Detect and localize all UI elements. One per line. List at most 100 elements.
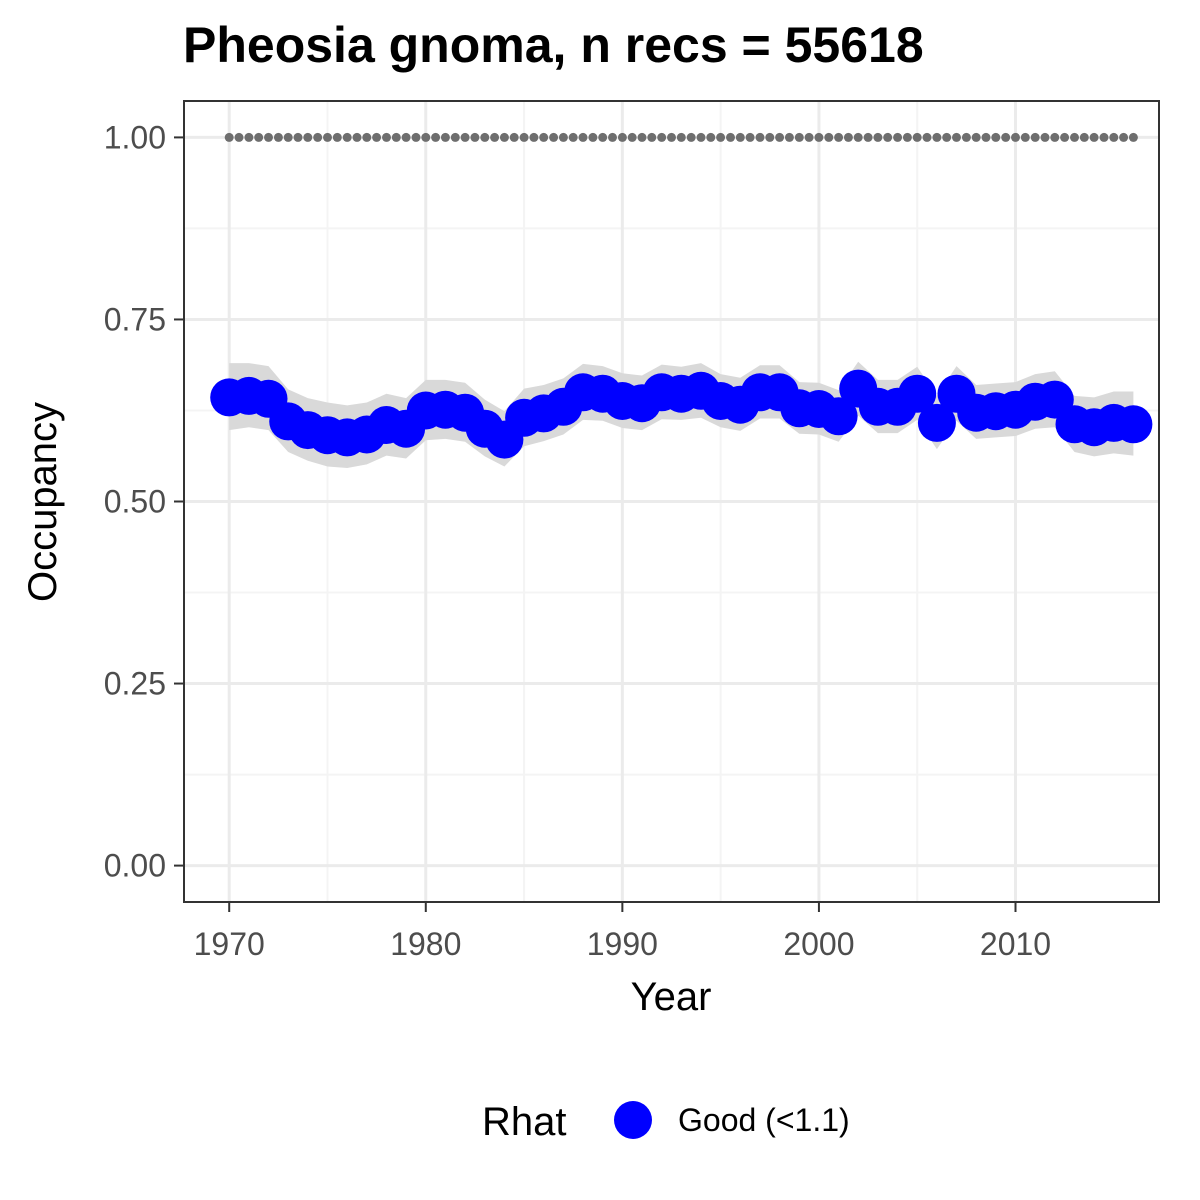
- x-tick-label: 1980: [390, 926, 461, 962]
- dotted-line-dot: [598, 132, 608, 142]
- dotted-line-dot: [234, 132, 244, 142]
- dotted-line-dot: [794, 132, 804, 142]
- dotted-line-dot: [706, 132, 716, 142]
- dotted-line-dot: [509, 132, 519, 142]
- dotted-line-dot: [952, 132, 961, 142]
- dotted-line-dot: [765, 132, 775, 142]
- dotted-line-dot: [912, 132, 922, 142]
- dotted-line-dot: [902, 132, 912, 142]
- dotted-line-dot: [755, 132, 765, 142]
- dotted-line-dot: [313, 132, 323, 142]
- dotted-line-dot: [834, 132, 844, 142]
- y-tick-label: 1.00: [104, 119, 166, 155]
- legend-key-good: [614, 1101, 652, 1139]
- dotted-line-dot: [1011, 132, 1020, 142]
- dotted-line-dot: [362, 132, 372, 142]
- dotted-line-dot: [499, 132, 509, 142]
- dotted-line-dot: [401, 132, 411, 142]
- dotted-line-dot: [264, 132, 273, 142]
- legend-label-good: Good (<1.1): [678, 1102, 850, 1138]
- y-tick-label: 0.75: [104, 301, 166, 337]
- dotted-line-dot: [1040, 132, 1050, 142]
- dotted-line-dot: [932, 132, 942, 142]
- dotted-line-dot: [991, 132, 1001, 142]
- y-axis-title: Occupancy: [21, 402, 65, 602]
- chart-title: Pheosia gnoma, n recs = 55618: [183, 17, 924, 73]
- dotted-line-dot: [558, 132, 568, 142]
- dotted-line-dot: [1050, 132, 1060, 142]
- dotted-line-dot: [539, 132, 549, 142]
- dotted-line-dot: [352, 132, 362, 142]
- dotted-line-dot: [814, 132, 824, 142]
- dotted-line-dot: [961, 132, 971, 142]
- dotted-line-dot: [608, 132, 617, 142]
- dotted-line-dot: [1119, 132, 1129, 142]
- dotted-line-dot: [824, 132, 834, 142]
- dotted-line-dot: [804, 132, 814, 142]
- dotted-line-dot: [391, 132, 401, 142]
- dotted-line-dot: [922, 132, 932, 142]
- dotted-line-dot: [627, 132, 637, 142]
- dotted-line-dot: [519, 132, 529, 142]
- dotted-line-dot: [421, 132, 431, 142]
- dotted-line-dot: [873, 132, 883, 142]
- dotted-line-dot: [843, 132, 853, 142]
- dotted-line-dot: [283, 132, 293, 142]
- dotted-line-dot: [1089, 132, 1099, 142]
- y-tick-label: 0.25: [104, 666, 166, 702]
- dotted-line-dot: [1128, 132, 1138, 142]
- dotted-line-dot: [696, 132, 706, 142]
- grid-major: [184, 101, 1159, 902]
- x-tick-label: 1970: [194, 926, 265, 962]
- dotted-line-dot: [588, 132, 598, 142]
- dotted-line-dot: [470, 132, 480, 142]
- y-tick-label: 0.00: [104, 848, 166, 884]
- dotted-line-dot: [254, 132, 264, 142]
- dotted-line-dot: [716, 132, 726, 142]
- occupancy-point: [917, 403, 956, 442]
- dotted-line-dot: [1001, 132, 1011, 142]
- dotted-line-dot: [303, 132, 313, 142]
- dotted-line-dot: [411, 132, 421, 142]
- dotted-line-dot: [735, 132, 745, 142]
- dotted-line-dot: [382, 132, 391, 142]
- dotted-line-dot: [431, 132, 441, 142]
- legend: Rhat Good (<1.1): [482, 1100, 850, 1144]
- dotted-line-dot: [332, 132, 342, 142]
- x-axis: 1970 1980 1990 2000 2010: [194, 902, 1051, 962]
- dotted-line-dot: [372, 132, 382, 142]
- x-tick-label: 2000: [783, 926, 854, 962]
- occupancy-points-layer: [210, 369, 1153, 459]
- dotted-line-dot: [863, 132, 873, 142]
- dotted-line-dot: [460, 132, 470, 142]
- dotted-line-dot: [1030, 132, 1040, 142]
- dotted-line-dot: [450, 132, 460, 142]
- dotted-reference-line-layer: [224, 132, 1138, 142]
- dotted-line-dot: [942, 132, 952, 142]
- x-axis-title: Year: [631, 975, 712, 1019]
- dotted-line-dot: [686, 132, 696, 142]
- dotted-line-dot: [1099, 132, 1109, 142]
- dotted-line-dot: [1070, 132, 1079, 142]
- x-tick-label: 2010: [980, 926, 1051, 962]
- legend-title: Rhat: [482, 1100, 567, 1144]
- occupancy-point: [898, 374, 937, 413]
- dotted-line-dot: [981, 132, 991, 142]
- x-tick-label: 1990: [587, 926, 658, 962]
- dotted-line-dot: [342, 132, 352, 142]
- dotted-line-dot: [1109, 132, 1119, 142]
- occupancy-point: [1114, 405, 1153, 444]
- dotted-line-dot: [893, 132, 903, 142]
- dotted-line-dot: [775, 132, 785, 142]
- dotted-line-dot: [1079, 132, 1089, 142]
- dotted-line-dot: [676, 132, 686, 142]
- dotted-line-dot: [440, 132, 450, 142]
- dotted-line-dot: [657, 132, 667, 142]
- dotted-line-dot: [549, 132, 559, 142]
- dotted-line-dot: [480, 132, 490, 142]
- dotted-line-dot: [568, 132, 578, 142]
- dotted-line-dot: [293, 132, 303, 142]
- dotted-line-dot: [244, 132, 254, 142]
- dotted-line-dot: [578, 132, 588, 142]
